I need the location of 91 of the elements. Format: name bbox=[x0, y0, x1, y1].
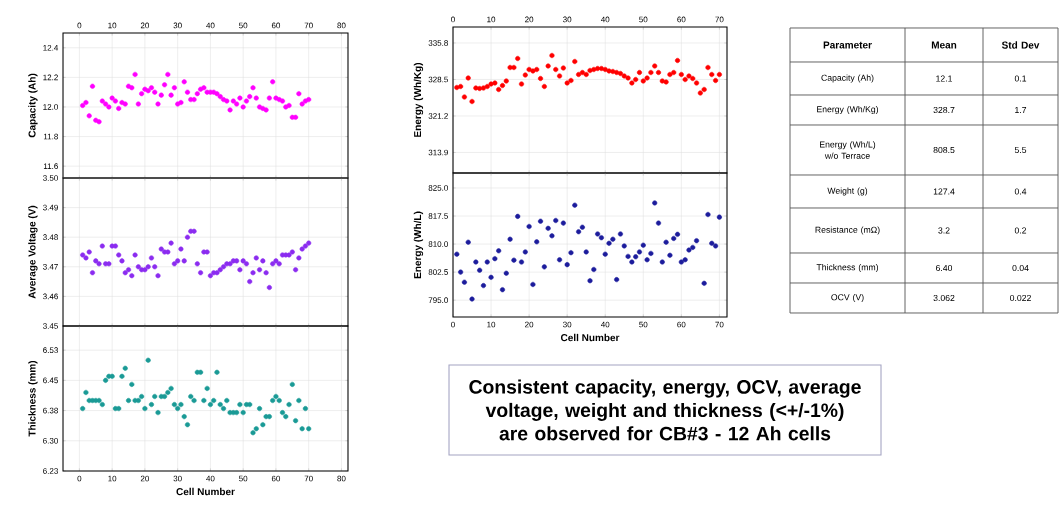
x-tick-label: 20 bbox=[525, 321, 534, 328]
y-tick-label: 11.6 bbox=[43, 163, 58, 169]
text: 1.7 bbox=[1015, 107, 1027, 113]
text: Consistent capacity, energy, OCV, average voltage, weight and thickness (<+/-1%) are observed for CB#3 - 12 Ah cells bbox=[469, 379, 861, 441]
y-axis-title: Energy (Wh/Kg) bbox=[413, 63, 424, 137]
x-tick-label: 70 bbox=[715, 321, 724, 328]
y-tick-label: 825.0 bbox=[428, 185, 448, 191]
y-tick-label: 12.2 bbox=[43, 74, 58, 81]
text: Parameter bbox=[823, 41, 872, 49]
x-tick-label: 50 bbox=[639, 16, 648, 23]
y-axis-title: Capacity (Ah) bbox=[28, 73, 38, 138]
text: Energy (Wh/Kg) bbox=[817, 105, 879, 115]
x-tick-label: 0 bbox=[77, 475, 82, 482]
x-axis-title: Cell Number bbox=[176, 487, 235, 496]
x-tick-label: 30 bbox=[173, 22, 182, 29]
y-tick-label: 795.0 bbox=[428, 297, 448, 303]
x-tick-label: 80 bbox=[337, 22, 346, 29]
y-tick-label: 810.0 bbox=[428, 241, 448, 247]
text: Mean bbox=[931, 41, 957, 49]
text: Std Dev bbox=[1001, 41, 1040, 49]
y-tick-label: 3.47 bbox=[43, 263, 58, 270]
x-tick-label: 30 bbox=[563, 16, 572, 23]
x-tick-label: 0 bbox=[451, 16, 455, 23]
x-tick-label: 70 bbox=[304, 22, 313, 29]
y-tick-label: 12.0 bbox=[43, 104, 58, 110]
y-tick-label: 3.45 bbox=[43, 323, 58, 329]
x-tick-label: 20 bbox=[140, 475, 150, 482]
text: 12.1 bbox=[936, 75, 953, 82]
x-tick-label: 0 bbox=[451, 321, 455, 328]
text: Capacity (Ah) bbox=[821, 74, 874, 83]
x-tick-label: 50 bbox=[239, 475, 248, 482]
x-tick-label: 60 bbox=[271, 475, 281, 482]
y-tick-label: 802.5 bbox=[428, 269, 448, 275]
x-tick-label: 10 bbox=[487, 321, 496, 328]
y-tick-label: 3.48 bbox=[43, 234, 58, 241]
y-tick-label: 6.45 bbox=[43, 377, 58, 384]
x-tick-label: 60 bbox=[677, 16, 686, 23]
y-axis-title: Energy (Wh/L) bbox=[413, 211, 424, 279]
text: 5.5 bbox=[1014, 146, 1027, 154]
y-tick-label: 12.4 bbox=[43, 45, 59, 51]
text: 127.4 bbox=[933, 188, 955, 195]
text: Weight (g) bbox=[827, 187, 868, 196]
x-tick-label: 30 bbox=[563, 321, 572, 328]
y-tick-label: 3.50 bbox=[43, 175, 58, 181]
x-tick-label: 60 bbox=[677, 321, 686, 328]
text: 0.4 bbox=[1014, 188, 1027, 195]
text: Resistance (mΩ) bbox=[815, 226, 880, 235]
x-tick-label: 50 bbox=[239, 22, 248, 29]
y-tick-label: 313.9 bbox=[428, 149, 448, 156]
text: 0.1 bbox=[1014, 75, 1027, 82]
x-tick-label: 40 bbox=[206, 22, 215, 29]
y-tick-label: 6.30 bbox=[43, 437, 58, 444]
x-axis-title: Cell Number bbox=[560, 333, 620, 342]
x-tick-label: 0 bbox=[77, 22, 82, 29]
text: OCV (V) bbox=[831, 293, 864, 303]
text: 3.062 bbox=[933, 294, 955, 302]
y-tick-label: 321.2 bbox=[428, 113, 448, 119]
text: 328.7 bbox=[933, 106, 955, 114]
y-tick-label: 6.53 bbox=[43, 347, 58, 353]
text: Energy (Wh/L) w/o Terrace bbox=[820, 141, 876, 159]
x-tick-label: 40 bbox=[600, 321, 610, 328]
x-tick-label: 10 bbox=[108, 22, 117, 29]
x-tick-label: 30 bbox=[173, 475, 182, 482]
x-tick-label: 10 bbox=[487, 16, 496, 23]
x-tick-label: 70 bbox=[304, 475, 313, 482]
text: Thickness (mm) bbox=[816, 263, 878, 273]
x-tick-label: 20 bbox=[525, 16, 534, 23]
y-tick-label: 11.8 bbox=[43, 133, 58, 140]
x-tick-label: 10 bbox=[108, 475, 117, 482]
x-tick-label: 20 bbox=[140, 22, 150, 29]
y-tick-label: 6.38 bbox=[43, 407, 58, 414]
x-tick-label: 40 bbox=[206, 475, 215, 482]
y-tick-label: 335.8 bbox=[428, 40, 448, 46]
y-tick-label: 6.23 bbox=[43, 468, 58, 474]
y-tick-label: 328.5 bbox=[428, 76, 448, 83]
x-tick-label: 70 bbox=[715, 16, 724, 23]
y-axis-title: Average Voltage (V) bbox=[28, 205, 38, 299]
x-tick-label: 40 bbox=[600, 16, 610, 23]
x-tick-label: 80 bbox=[337, 475, 346, 482]
text: 808.5 bbox=[933, 146, 955, 154]
x-tick-label: 50 bbox=[639, 321, 648, 328]
y-tick-label: 3.49 bbox=[43, 204, 58, 211]
y-tick-label: 3.46 bbox=[43, 293, 58, 300]
text: 0.022 bbox=[1010, 294, 1031, 302]
x-tick-label: 60 bbox=[271, 22, 281, 29]
text: 6.40 bbox=[936, 264, 953, 272]
text: 0.04 bbox=[1012, 264, 1029, 272]
y-axis-title: Thickness (mm) bbox=[28, 360, 38, 437]
text: 0.2 bbox=[1014, 227, 1027, 234]
text: 3.2 bbox=[938, 227, 950, 234]
y-tick-label: 817.5 bbox=[428, 213, 448, 219]
